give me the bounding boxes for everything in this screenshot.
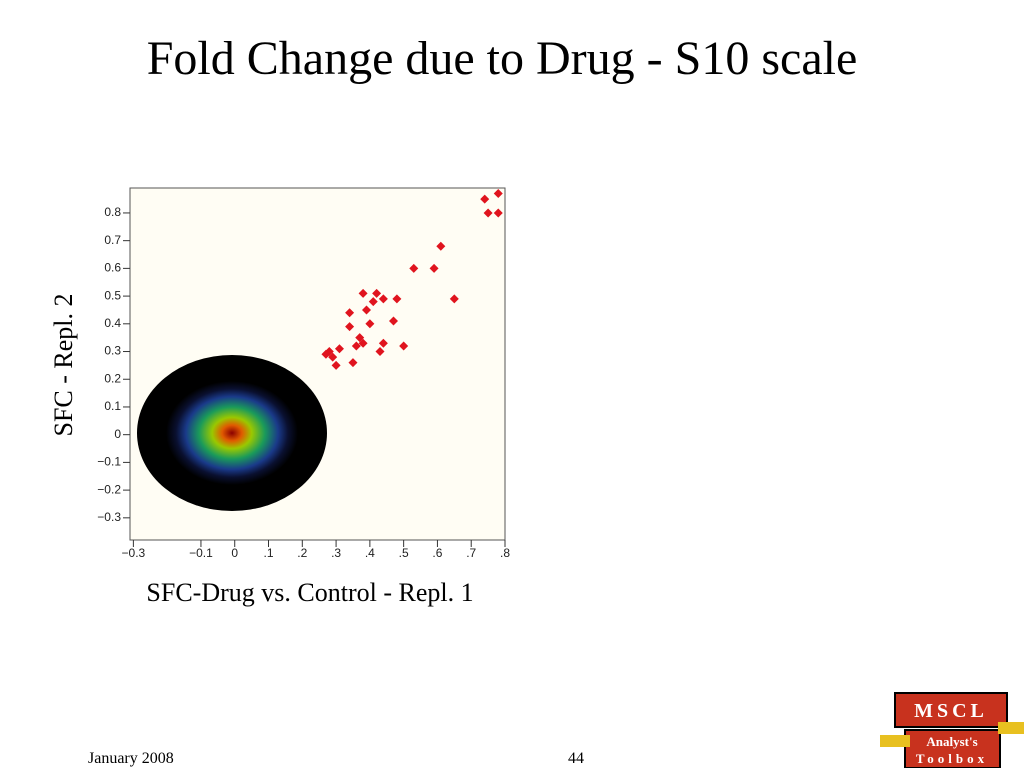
logo-subtitle: Toolbox bbox=[916, 751, 988, 766]
y-tick-label: −0.3 bbox=[97, 510, 121, 524]
x-tick-label: .8 bbox=[500, 546, 510, 560]
point bbox=[351, 341, 361, 351]
footer-date: January 2008 bbox=[88, 750, 174, 767]
x-tick-label: .7 bbox=[466, 546, 476, 560]
x-tick-label: .3 bbox=[331, 546, 341, 560]
point bbox=[345, 308, 355, 318]
point bbox=[331, 360, 341, 370]
y-tick-label: 0.5 bbox=[104, 288, 121, 302]
y-tick-label: 0.2 bbox=[104, 371, 121, 385]
x-tick-label: −0.1 bbox=[189, 546, 213, 560]
y-tick-label: 0.8 bbox=[104, 205, 121, 219]
point bbox=[436, 241, 446, 251]
x-tick-label: .1 bbox=[264, 546, 274, 560]
point bbox=[358, 338, 368, 348]
x-tick-label: .6 bbox=[432, 546, 442, 560]
point bbox=[389, 316, 399, 326]
x-tick-label: 0 bbox=[231, 546, 238, 560]
point bbox=[321, 349, 331, 359]
point bbox=[378, 338, 388, 348]
logo-subtitle: Analyst's bbox=[926, 734, 977, 749]
point bbox=[378, 294, 388, 304]
point bbox=[429, 263, 439, 273]
point bbox=[480, 194, 490, 204]
y-tick-label: 0.7 bbox=[104, 233, 121, 247]
y-tick-label: 0.1 bbox=[104, 399, 121, 413]
point bbox=[372, 288, 382, 298]
slide-title: Fold Change due to Drug - S10 scale bbox=[147, 32, 858, 85]
point bbox=[483, 208, 493, 218]
point bbox=[493, 208, 503, 218]
x-tick-label: .4 bbox=[365, 546, 375, 560]
y-tick-label: 0.6 bbox=[104, 261, 121, 275]
y-tick-label: 0.4 bbox=[104, 316, 121, 330]
x-tick-label: .2 bbox=[297, 546, 307, 560]
logo-title: MSCL bbox=[914, 700, 988, 722]
point bbox=[375, 347, 385, 357]
point bbox=[361, 305, 371, 315]
point bbox=[348, 358, 358, 368]
y-axis-label: SFC - Repl. 2 bbox=[49, 293, 78, 436]
point bbox=[345, 322, 355, 332]
page-number: 44 bbox=[568, 750, 584, 767]
y-tick-label: −0.1 bbox=[97, 455, 121, 469]
point bbox=[328, 352, 338, 362]
x-tick-label: .5 bbox=[399, 546, 409, 560]
y-tick-label: 0 bbox=[114, 427, 121, 441]
x-axis-label: SFC-Drug vs. Control - Repl. 1 bbox=[146, 578, 473, 607]
point bbox=[449, 294, 459, 304]
y-tick-label: 0.3 bbox=[104, 344, 121, 358]
density-cloud bbox=[137, 355, 327, 511]
point bbox=[392, 294, 402, 304]
point bbox=[368, 297, 378, 307]
point bbox=[399, 341, 409, 351]
x-tick-label: −0.3 bbox=[122, 546, 146, 560]
point bbox=[409, 263, 419, 273]
y-tick-label: −0.2 bbox=[97, 482, 121, 496]
point bbox=[365, 319, 375, 329]
point bbox=[493, 189, 503, 199]
point bbox=[358, 288, 368, 298]
logo: MSCL Analyst's Toolbox bbox=[880, 692, 1024, 768]
point bbox=[334, 344, 344, 354]
